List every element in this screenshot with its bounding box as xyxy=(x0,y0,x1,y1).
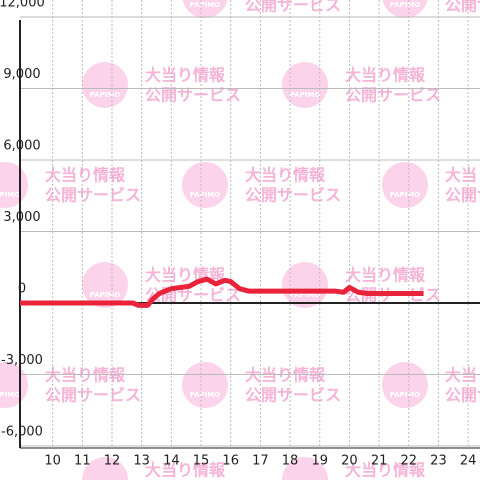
x-tick-label: 22 xyxy=(401,454,418,469)
x-tick-label: 14 xyxy=(163,454,180,469)
watermark-circle xyxy=(82,457,128,480)
watermark-line2: 公開サービス xyxy=(45,186,141,205)
watermark-brand: PAPIMO xyxy=(390,391,421,399)
y-tick-label: -6,000 xyxy=(1,425,43,440)
x-tick-label: 21 xyxy=(371,454,388,469)
watermark-brand: PAPIMO xyxy=(290,91,321,99)
watermark-circle xyxy=(82,62,128,108)
x-tick-label: 20 xyxy=(341,454,358,469)
watermark-line2: 公開サービス xyxy=(445,0,480,15)
watermark-circle xyxy=(382,162,428,208)
watermark-brand: PAPIMO xyxy=(190,191,221,199)
watermark-brand: PAPIMO xyxy=(0,191,20,199)
plot: 10 11 12 13 14 15 16 17 18 19 20 21 22 23 24 -6,000 -3,0… xyxy=(0,0,480,469)
x-tick-label: 12 xyxy=(104,454,121,469)
watermark-circle xyxy=(282,262,328,308)
watermark-line2: 公開サービス xyxy=(245,386,341,405)
watermark-line2: 公開サービス xyxy=(45,386,141,405)
watermark-brand: PAPIMO xyxy=(90,91,121,99)
x-tick-label: 10 xyxy=(44,454,61,469)
x-tick-label: 13 xyxy=(133,454,150,469)
watermark-circle xyxy=(382,362,428,408)
watermark-line2: 公開サービス xyxy=(245,186,341,205)
watermark-line2: 公開サービス xyxy=(245,0,341,15)
watermark-line1: 大当り情報 xyxy=(345,66,426,85)
y-tick-label: 3,000 xyxy=(3,210,40,225)
watermark-line2: 公開サービス xyxy=(345,86,441,105)
watermark-brand: PAPIMO xyxy=(290,291,321,299)
watermark-circle xyxy=(382,0,428,18)
x-tick-label: 16 xyxy=(222,454,239,469)
x-tick-label: 19 xyxy=(311,454,328,469)
watermark-line2: 公開サービス xyxy=(445,386,480,405)
y-tick-label: 6,000 xyxy=(3,139,40,154)
watermark-line1: 大当り情報 xyxy=(145,461,226,480)
watermark-circle xyxy=(0,362,28,408)
series-line xyxy=(20,276,424,308)
watermark-line1: 大当り情報 xyxy=(145,66,226,85)
watermark-brand: PAPIMO xyxy=(390,191,421,199)
watermark-line1: 大当り情報 xyxy=(245,166,326,185)
watermark-circle xyxy=(282,457,328,480)
watermark-brand: PAPIMO xyxy=(390,1,421,9)
grid xyxy=(20,0,480,448)
watermark-brand: PAPIMO xyxy=(0,391,20,399)
watermark-circle xyxy=(282,62,328,108)
watermark-brand: PAPIMO xyxy=(90,291,121,299)
watermark-circle xyxy=(182,0,228,18)
watermark-line2: 公開サービス xyxy=(145,86,241,105)
x-tick-label: 24 xyxy=(460,454,477,469)
watermark-line1: 大当り情報 xyxy=(45,166,126,185)
y-tick-label: 0 xyxy=(18,282,26,297)
watermark-brand: PAPIMO xyxy=(190,391,221,399)
watermark-line1: 大当り情報 xyxy=(445,166,480,185)
watermark-circle xyxy=(182,162,228,208)
y-tick-label: 9,000 xyxy=(3,67,40,82)
watermark-circle xyxy=(182,362,228,408)
y-tick-label: 12,000 xyxy=(0,0,45,11)
watermark-circle xyxy=(82,262,128,308)
x-tick-label: 11 xyxy=(74,454,91,469)
watermark-line2: 公開サービス xyxy=(445,186,480,205)
x-tick-label: 23 xyxy=(430,454,447,469)
watermark-circle xyxy=(0,162,28,208)
x-tick-label: 15 xyxy=(193,454,210,469)
watermark-line1: 大当り情報 xyxy=(345,266,426,285)
x-tick-label: 18 xyxy=(282,454,299,469)
x-tick-label: 17 xyxy=(252,454,269,469)
y-tick-label: -3,000 xyxy=(1,353,43,368)
watermark-brand: PAPIMO xyxy=(190,1,221,9)
watermark-line1: 大当り情報 xyxy=(345,461,426,480)
